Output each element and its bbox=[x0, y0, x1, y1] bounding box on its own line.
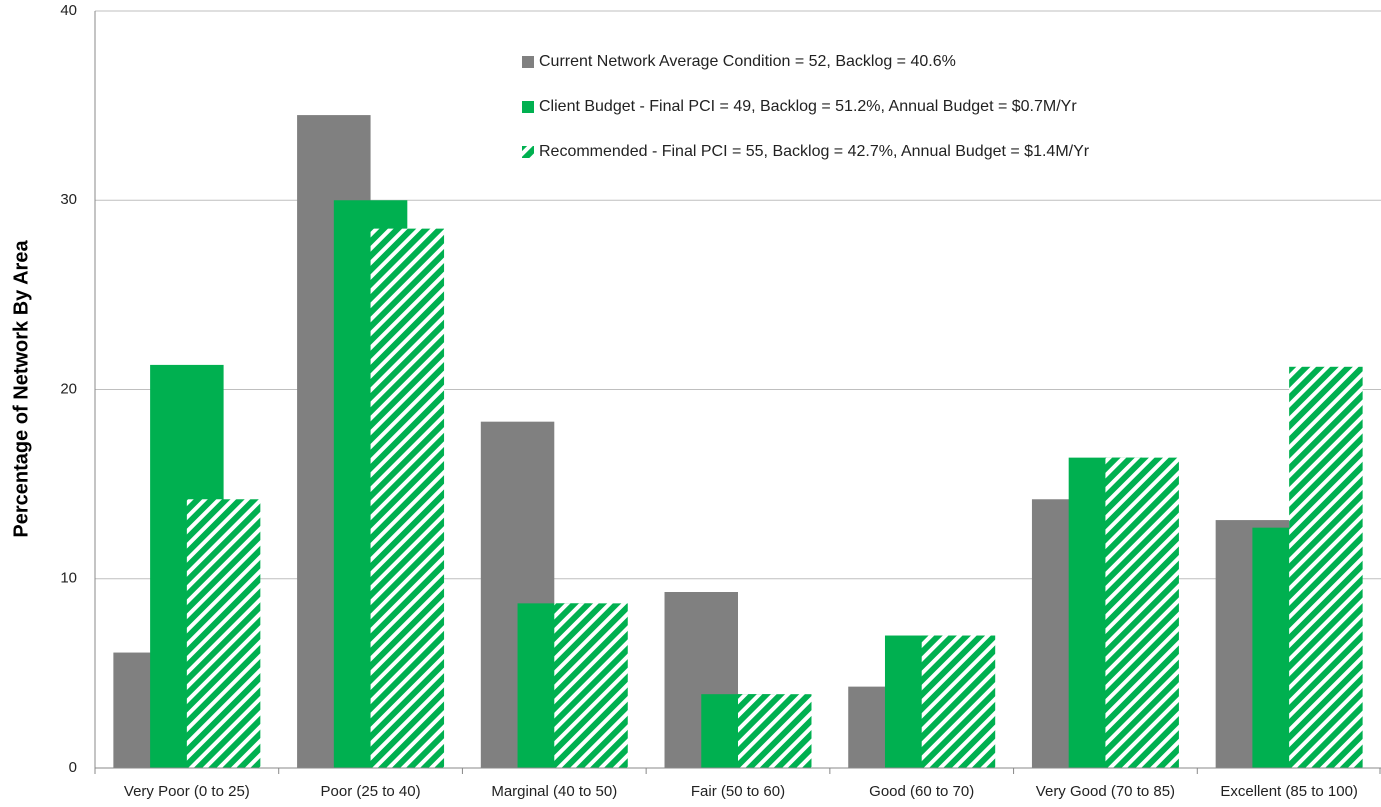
y-tick-label: 30 bbox=[60, 191, 77, 208]
bar bbox=[554, 603, 628, 768]
x-tick-label: Good (60 to 70) bbox=[869, 783, 974, 800]
legend-label: Recommended - Final PCI = 55, Backlog = … bbox=[539, 143, 1090, 160]
y-tick-label: 40 bbox=[60, 2, 77, 19]
x-tick-label: Poor (25 to 40) bbox=[321, 783, 421, 800]
y-axis-title: Percentage of Network By Area bbox=[10, 240, 32, 538]
bar bbox=[370, 228, 445, 768]
x-tick-label: Marginal (40 to 50) bbox=[491, 783, 617, 800]
x-tick-label: Very Poor (0 to 25) bbox=[124, 783, 250, 800]
y-tick-label: 20 bbox=[60, 380, 77, 397]
x-tick-label: Fair (50 to 60) bbox=[691, 783, 785, 800]
bar bbox=[921, 635, 996, 768]
legend-swatch bbox=[522, 56, 534, 68]
legend-swatch bbox=[522, 101, 534, 113]
legend-label: Client Budget - Final PCI = 49, Backlog … bbox=[539, 98, 1077, 115]
bar bbox=[186, 499, 261, 768]
bar bbox=[1105, 457, 1179, 768]
legend-swatch bbox=[522, 146, 534, 158]
y-tick-label: 0 bbox=[69, 759, 77, 776]
x-tick-label: Excellent (85 to 100) bbox=[1220, 783, 1358, 800]
bar bbox=[738, 694, 812, 768]
bar bbox=[1289, 366, 1363, 768]
y-tick-label: 10 bbox=[60, 570, 77, 587]
x-tick-label: Very Good (70 to 85) bbox=[1036, 783, 1175, 800]
legend-label: Current Network Average Condition = 52, … bbox=[539, 53, 956, 70]
